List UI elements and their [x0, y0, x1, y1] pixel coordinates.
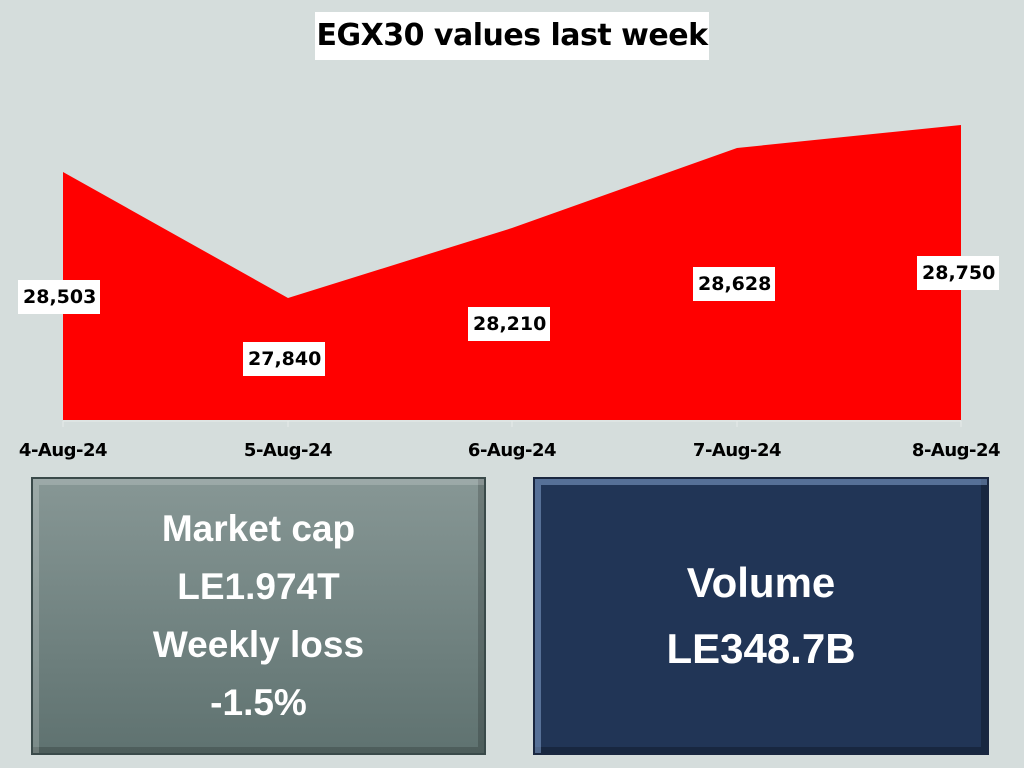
- data-label-6-aug: 28,210: [468, 307, 550, 341]
- x-tick-7-aug: 7-Aug-24: [692, 440, 782, 461]
- weekly-loss-value: -1.5%: [210, 682, 307, 723]
- volume-value: LE348.7B: [666, 625, 856, 672]
- x-tick-8-aug: 8-Aug-24: [911, 440, 1001, 461]
- volume-label: Volume: [686, 559, 836, 606]
- x-tick-5-aug: 5-Aug-24: [243, 440, 333, 461]
- data-label-8-aug: 28,750: [917, 256, 999, 290]
- data-label-4-aug: 28,503: [18, 280, 100, 314]
- data-label-7-aug: 28,628: [693, 267, 775, 301]
- area-chart: [62, 125, 962, 427]
- x-tick-6-aug: 6-Aug-24: [467, 440, 557, 461]
- market-cap-card: Market cap LE1.974T Weekly loss -1.5%: [31, 477, 486, 755]
- x-axis-ticks: [62, 421, 962, 427]
- market-cap-value: LE1.974T: [177, 566, 340, 607]
- volume-card: Volume LE348.7B: [533, 477, 989, 755]
- x-tick-4-aug: 4-Aug-24: [18, 440, 108, 461]
- weekly-loss-label: Weekly loss: [152, 624, 365, 665]
- data-label-5-aug: 27,840: [243, 342, 325, 376]
- area-series-egx30: [63, 125, 961, 420]
- chart-title: EGX30 values last week: [315, 12, 709, 60]
- market-cap-label: Market cap: [161, 508, 356, 549]
